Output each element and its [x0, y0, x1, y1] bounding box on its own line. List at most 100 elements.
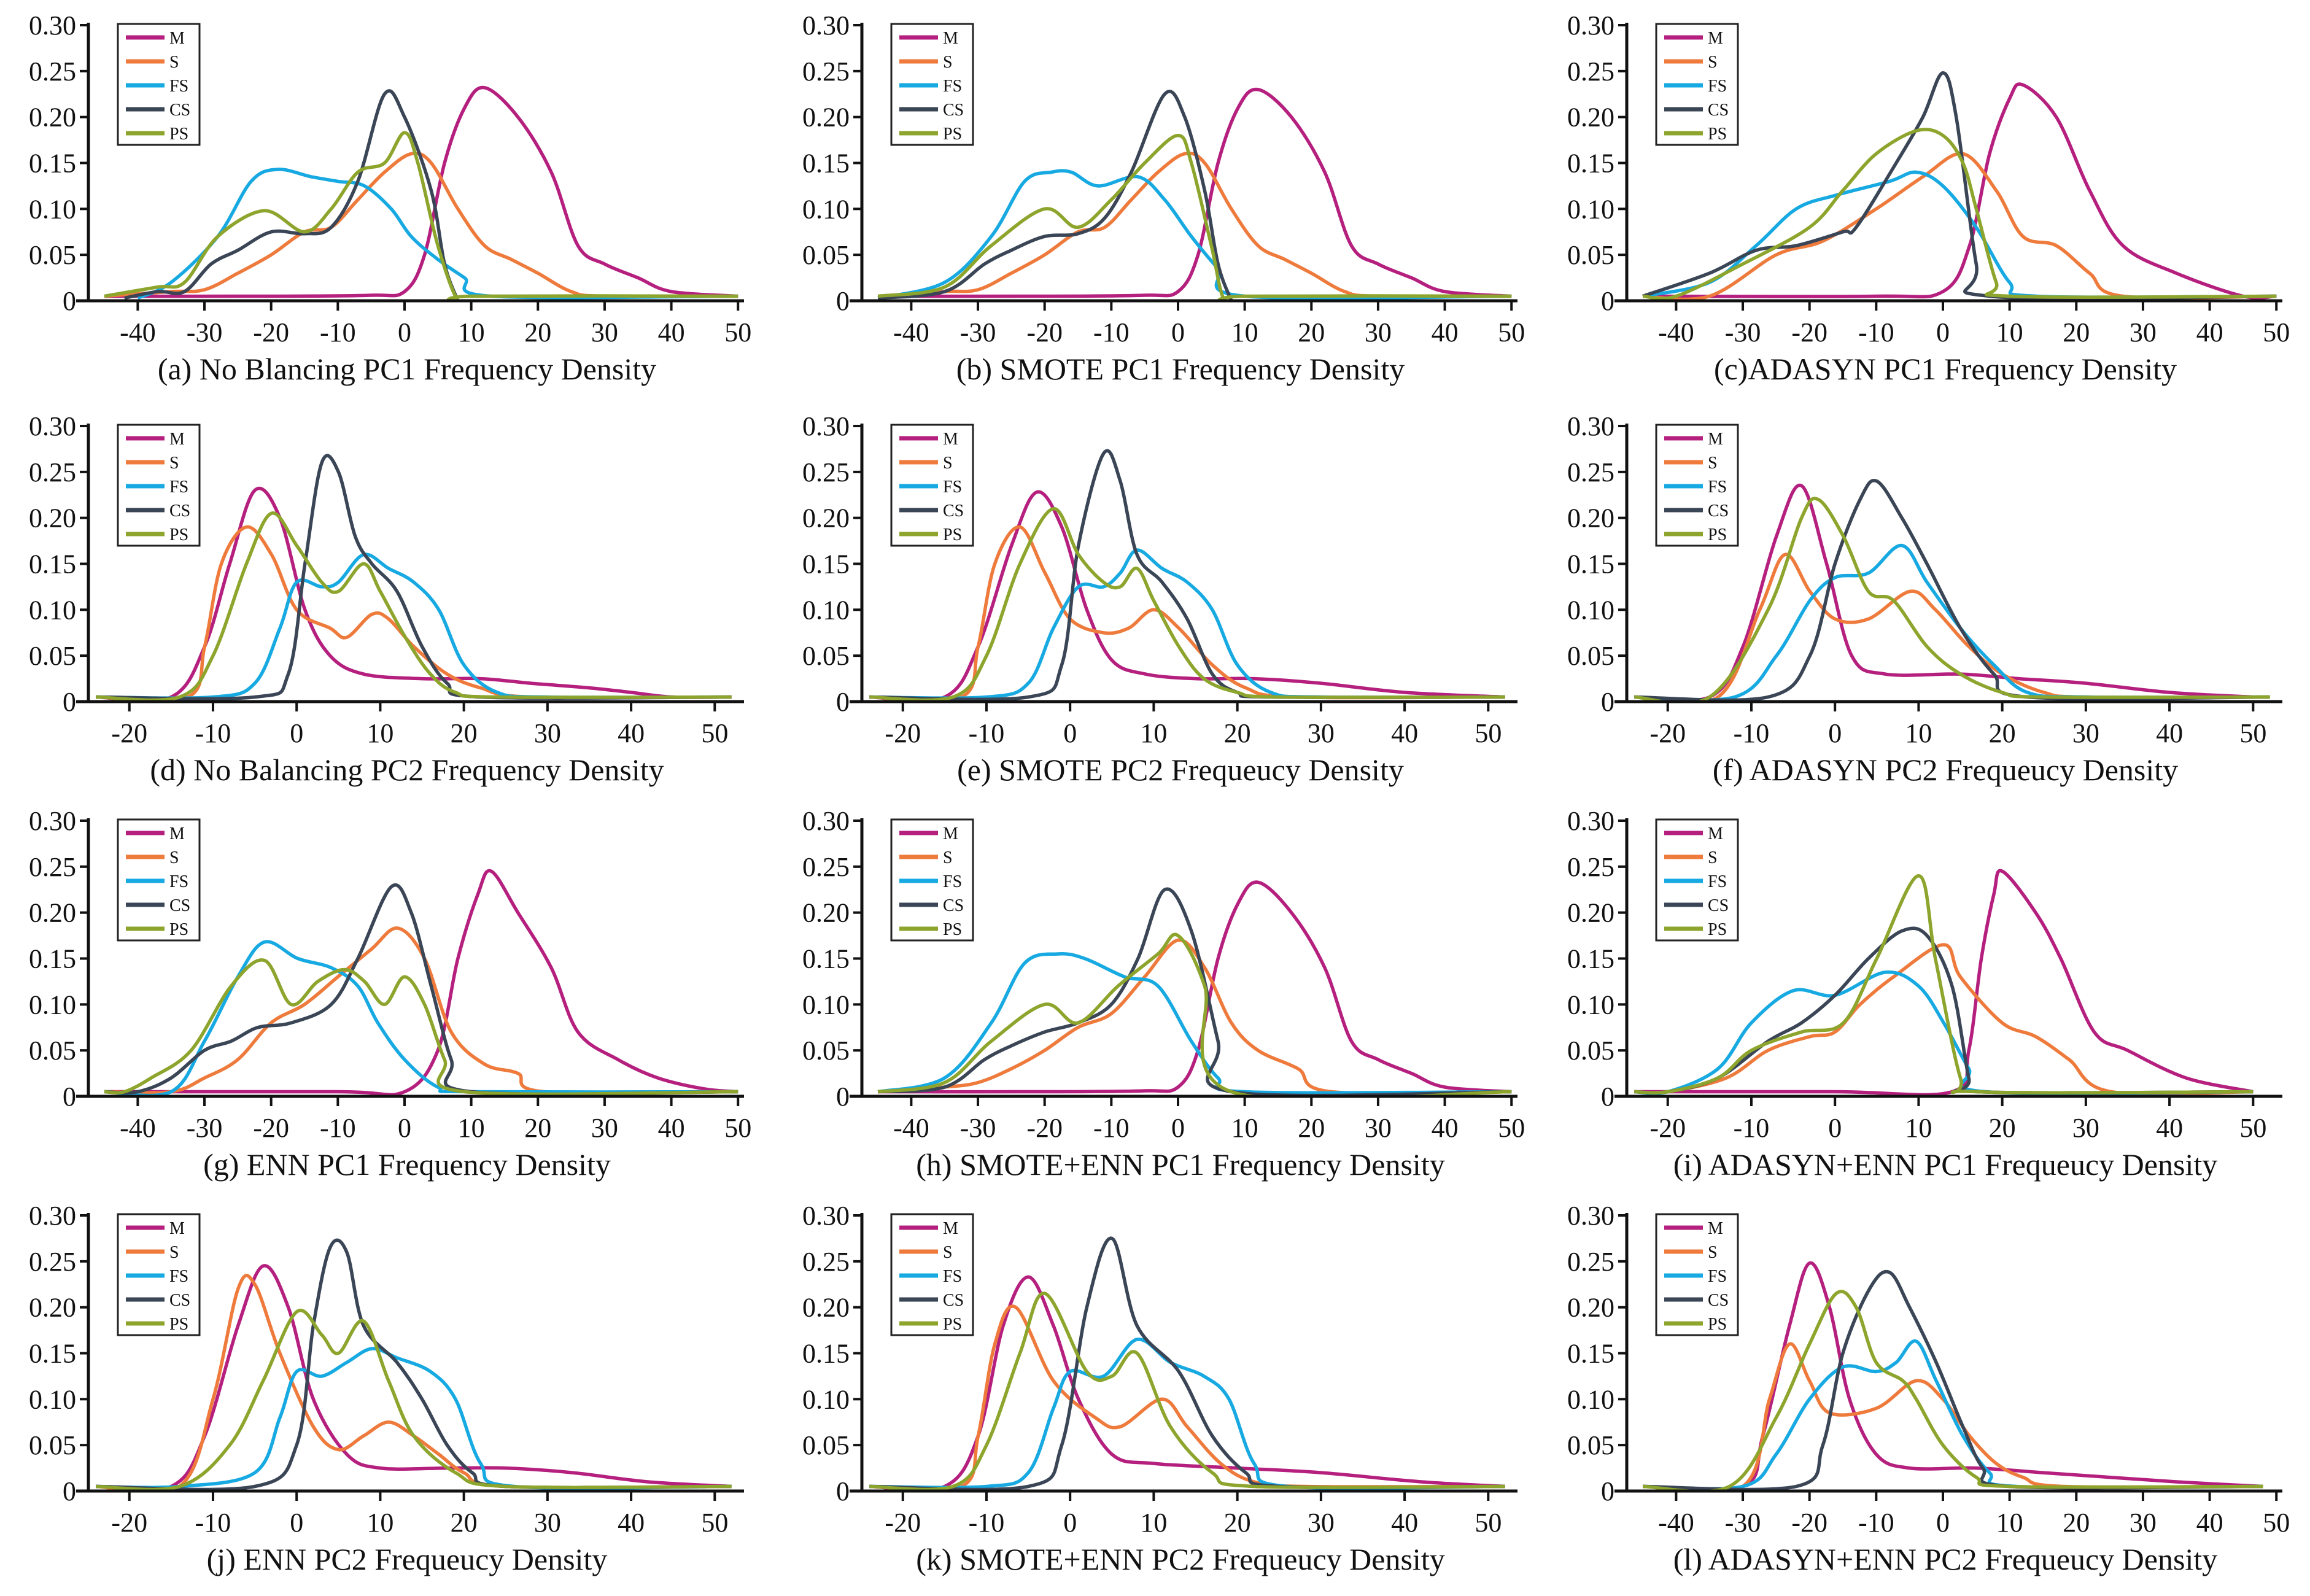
- x-tick-label: -10: [195, 1508, 231, 1538]
- panel-caption: (l) ADASYN+ENN PC2 Frequeucy Density: [1673, 1542, 2217, 1576]
- y-tick-label: 0.20: [29, 1293, 76, 1323]
- x-tick-label: -10: [1858, 1508, 1894, 1538]
- y-tick-label: 0.15: [29, 1339, 76, 1369]
- legend: MS FS CS PS: [890, 424, 974, 547]
- series-line-PS: [96, 1309, 732, 1491]
- x-tick-label: 0: [398, 1113, 411, 1143]
- legend-label-M: M: [1708, 430, 1723, 449]
- legend: MS FS CS PS: [1655, 1213, 1739, 1336]
- x-tick-label: 40: [1391, 718, 1418, 748]
- series-line-S: [1643, 1342, 2263, 1491]
- x-tick-label: -20: [253, 1113, 289, 1143]
- y-tick-label: 0: [63, 1082, 76, 1112]
- y-tick-label: 0.05: [802, 641, 850, 671]
- x-tick-label: -40: [893, 317, 929, 347]
- legend-label-S: S: [1708, 454, 1718, 473]
- legend-label-M: M: [943, 29, 958, 48]
- x-tick-label: -40: [893, 1113, 929, 1143]
- series-line-FS: [96, 1347, 732, 1490]
- x-tick-label: -20: [111, 718, 147, 748]
- y-tick-label: 0.05: [1567, 1430, 1614, 1460]
- y-tick-label: 0.25: [802, 457, 850, 487]
- x-tick-label: 20: [524, 1113, 551, 1143]
- x-tick-label: -10: [1093, 1113, 1130, 1143]
- series-line-M: [878, 880, 1512, 1094]
- y-tick-label: 0.05: [1567, 1036, 1614, 1066]
- legend-label-M: M: [169, 824, 185, 843]
- x-tick-label: -20: [111, 1508, 147, 1538]
- y-tick-label: 0.15: [1567, 149, 1614, 179]
- y-tick-label: 0.25: [1567, 852, 1614, 882]
- y-tick-label: 0.25: [1567, 56, 1614, 87]
- panel-a: 0 0.05 0.10 0.15 0.20 0.25 0.30 -40 -30 -20 -10 0 10…: [29, 10, 751, 386]
- y-tick-label: 0.05: [29, 1036, 76, 1066]
- x-tick-label: -40: [1658, 317, 1694, 347]
- x-tick-label: 30: [2130, 317, 2157, 347]
- x-tick-label: 30: [591, 317, 618, 347]
- y-tick-label: 0: [836, 1476, 850, 1506]
- y-tick-label: 0.15: [29, 944, 76, 974]
- legend-label-S: S: [169, 53, 179, 72]
- y-tick-label: 0.10: [29, 595, 76, 625]
- x-tick-label: 40: [2156, 1113, 2183, 1143]
- panel-caption: (a) No Blancing PC1 Frequency Density: [158, 352, 656, 386]
- y-tick-label: 0.10: [1567, 194, 1614, 224]
- legend-label-PS: PS: [169, 525, 188, 544]
- panel-caption: (k) SMOTE+ENN PC2 Frequeucy Density: [916, 1542, 1444, 1576]
- y-tick-label: 0.30: [29, 1201, 76, 1231]
- x-tick-label: -10: [1858, 317, 1894, 347]
- x-tick-label: 10: [1140, 718, 1167, 748]
- y-tick-label: 0: [836, 1082, 850, 1112]
- x-tick-label: 50: [2239, 718, 2266, 748]
- y-tick-label: 0.30: [29, 806, 76, 836]
- y-tick-label: 0.30: [802, 1201, 850, 1231]
- x-tick-label: 10: [1140, 1508, 1167, 1538]
- series-line-FS: [869, 1338, 1505, 1490]
- y-tick-label: 0: [1601, 286, 1614, 316]
- x-tick-label: 40: [1432, 1113, 1459, 1143]
- x-tick-label: 40: [1391, 1508, 1418, 1538]
- x-tick-label: -20: [1791, 317, 1827, 347]
- x-tick-label: -20: [1026, 1113, 1063, 1143]
- panel-f: 0 0.05 0.10 0.15 0.20 0.25 0.30 -20 -10 0 10 20 30 40…: [1567, 411, 2282, 787]
- x-tick-label: 50: [724, 317, 751, 347]
- series-line-CS: [104, 883, 738, 1096]
- y-tick-label: 0.10: [29, 1384, 76, 1414]
- x-tick-label: 30: [1365, 1113, 1392, 1143]
- panel-l: 0 0.05 0.10 0.15 0.20 0.25 0.30 -40 -30 -20 -10 0 10…: [1567, 1201, 2290, 1576]
- x-tick-label: 0: [398, 317, 411, 347]
- x-tick-label: 10: [1231, 1113, 1258, 1143]
- panel-caption: (j) ENN PC2 Frequeucy Density: [207, 1542, 608, 1576]
- panel-b: 0 0.05 0.10 0.15 0.20 0.25 0.30 -40 -30 -20 -10 0 10…: [802, 10, 1525, 386]
- series-line-PS: [869, 506, 1505, 702]
- legend-label-CS: CS: [943, 101, 964, 120]
- y-tick-label: 0: [1601, 687, 1614, 717]
- legend-label-PS: PS: [169, 1315, 188, 1334]
- legend-label-CS: CS: [943, 1291, 964, 1310]
- y-tick-label: 0: [63, 687, 76, 717]
- x-tick-label: 30: [534, 718, 561, 748]
- series-line-M: [1634, 483, 2254, 702]
- x-tick-label: -20: [253, 317, 289, 347]
- x-tick-label: -10: [320, 317, 356, 347]
- x-tick-label: 20: [1298, 317, 1325, 347]
- panel-caption: (g) ENN PC1 Frequency Density: [203, 1147, 611, 1182]
- legend-label-PS: PS: [943, 125, 962, 144]
- x-tick-label: 0: [290, 718, 303, 748]
- legend-label-M: M: [169, 29, 185, 48]
- x-tick-label: 40: [618, 1508, 645, 1538]
- legend-label-FS: FS: [943, 1267, 962, 1286]
- series-line-PS: [1634, 874, 2254, 1094]
- y-tick-label: 0.15: [802, 149, 850, 179]
- x-tick-label: 20: [2063, 317, 2090, 347]
- x-tick-label: 20: [2063, 1508, 2090, 1538]
- x-tick-label: 10: [1905, 718, 1932, 748]
- x-tick-label: 20: [524, 317, 551, 347]
- legend-label-PS: PS: [169, 125, 188, 144]
- series-line-S: [96, 525, 732, 702]
- y-tick-label: 0.20: [802, 503, 850, 533]
- x-tick-label: 20: [1989, 718, 2016, 748]
- legend-label-CS: CS: [1708, 502, 1729, 521]
- legend-label-PS: PS: [943, 1315, 962, 1334]
- y-tick-label: 0: [63, 1476, 76, 1506]
